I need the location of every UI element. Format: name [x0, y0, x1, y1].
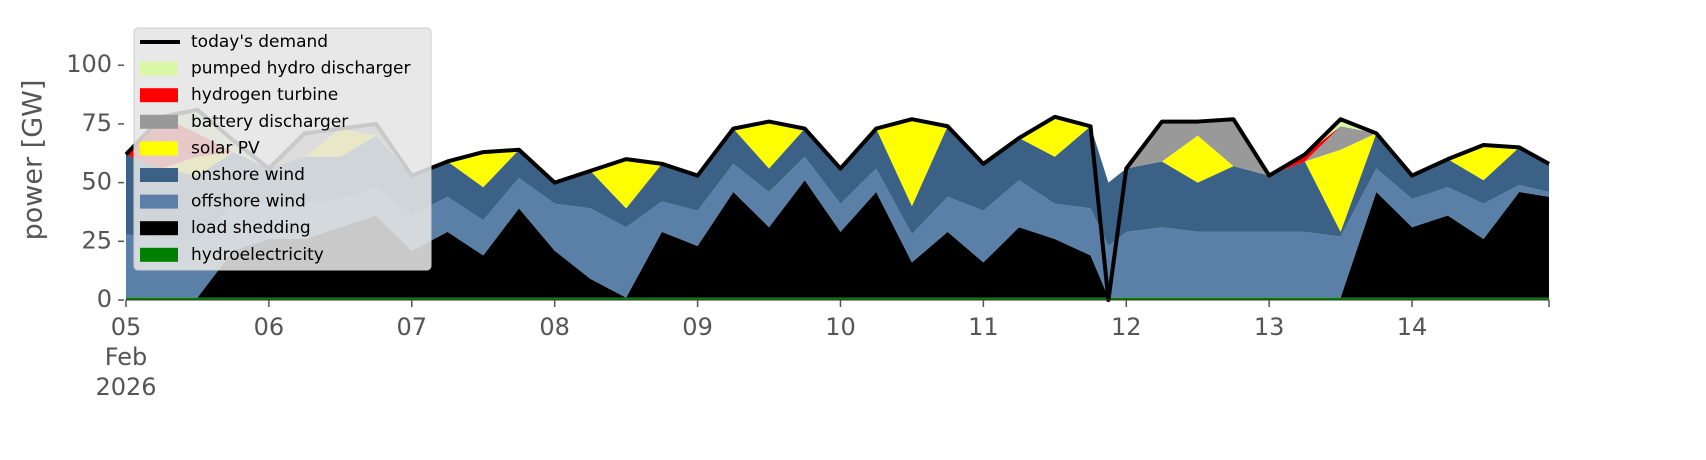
y-tick-label: 50 [81, 168, 112, 196]
legend-swatch [140, 168, 178, 182]
legend-swatch [140, 141, 178, 156]
x-tick-label: 06 [253, 313, 285, 341]
legend-swatch [140, 247, 178, 262]
area [126, 126, 1549, 246]
legend-label: battery discharger [191, 112, 348, 132]
area [126, 180, 1549, 298]
legend-swatch [140, 221, 178, 236]
legend-swatch [140, 61, 178, 76]
x-tick-label: 10 [825, 313, 856, 341]
legend: today's demand pumped hydro discharger hyd… [133, 27, 432, 271]
legend-label: offshore wind [191, 192, 306, 212]
area [126, 297, 1549, 300]
x-tick-label: 14 [1396, 313, 1428, 341]
legend-swatch [140, 194, 178, 209]
y-axis-label: power [GW] [18, 80, 49, 241]
x-tick-label: 11 [968, 313, 999, 341]
x-tick-label: 09 [682, 313, 713, 341]
legend-label: solar PV [191, 138, 260, 158]
legend-label: hydroelectricity [191, 245, 324, 265]
area [126, 116, 1549, 232]
legend-swatch [140, 88, 178, 103]
y-tick-label: 0 [97, 285, 112, 313]
x-tick-label: 08 [539, 313, 570, 341]
legend-swatch [140, 114, 178, 129]
area [126, 156, 1549, 298]
y-tick-label: 25 [81, 226, 112, 254]
legend-label: load shedding [191, 218, 311, 238]
x-tick-label: 07 [396, 313, 428, 341]
legend-box [133, 27, 432, 271]
area [126, 116, 1549, 183]
legend-label: today's demand [191, 32, 328, 52]
legend-label: pumped hydro discharger [191, 59, 410, 79]
x-tick-label: 05 Feb 2026 [95, 313, 157, 401]
x-tick-label: 13 [1253, 313, 1285, 341]
y-tick-label: 75 [81, 109, 112, 137]
y-tick-label: 100 [66, 50, 112, 78]
legend-label: hydrogen turbine [191, 85, 338, 105]
legend-label: onshore wind [191, 165, 305, 185]
x-tick-label: 12 [1110, 313, 1142, 341]
